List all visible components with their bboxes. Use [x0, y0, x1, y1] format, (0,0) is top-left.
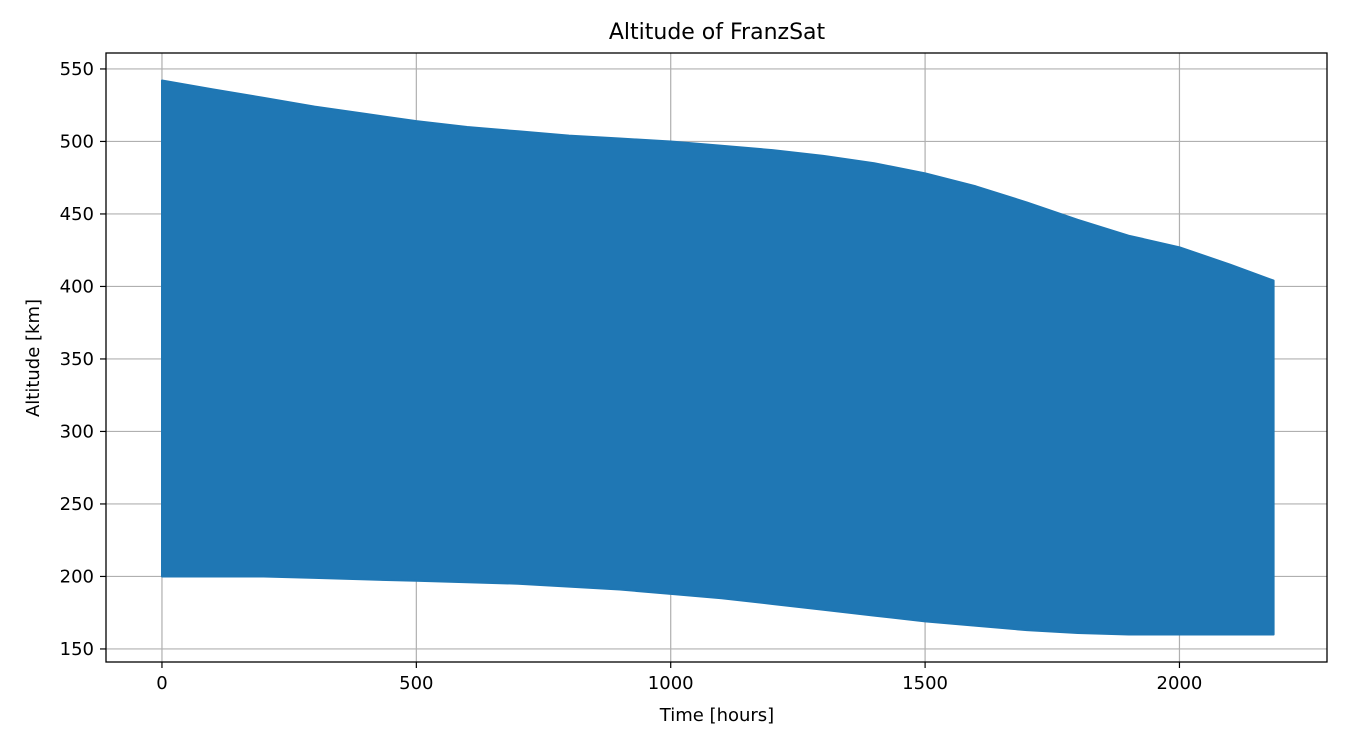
altitude-oscillation-band [161, 79, 1275, 636]
y-tick-label: 450 [60, 204, 94, 225]
y-tick-label: 500 [60, 131, 94, 152]
y-tick-label: 200 [60, 566, 94, 587]
plot-area [161, 79, 1275, 636]
x-tick-label: 0 [156, 673, 167, 694]
y-tick-label: 400 [60, 276, 94, 297]
x-tick-label: 500 [399, 673, 433, 694]
y-tick-label: 300 [60, 421, 94, 442]
x-axis-label: Time [hours] [659, 705, 774, 726]
x-tick-label: 1500 [902, 673, 948, 694]
x-tick-label: 1000 [648, 673, 694, 694]
y-tick-label: 550 [60, 59, 94, 80]
x-axis-ticks: 0 500 1000 1500 2000 [156, 662, 1202, 694]
y-axis-ticks: 150 200 250 300 350 400 450 500 550 [60, 59, 106, 660]
axes-frame [105, 52, 1328, 663]
y-tick-label: 250 [60, 494, 94, 515]
y-tick-label: 350 [60, 349, 94, 370]
y-tick-label: 150 [60, 639, 94, 660]
y-axis-label: Altitude [km] [23, 299, 44, 417]
chart-title: Altitude of FranzSat [609, 20, 826, 45]
x-tick-label: 2000 [1157, 673, 1203, 694]
